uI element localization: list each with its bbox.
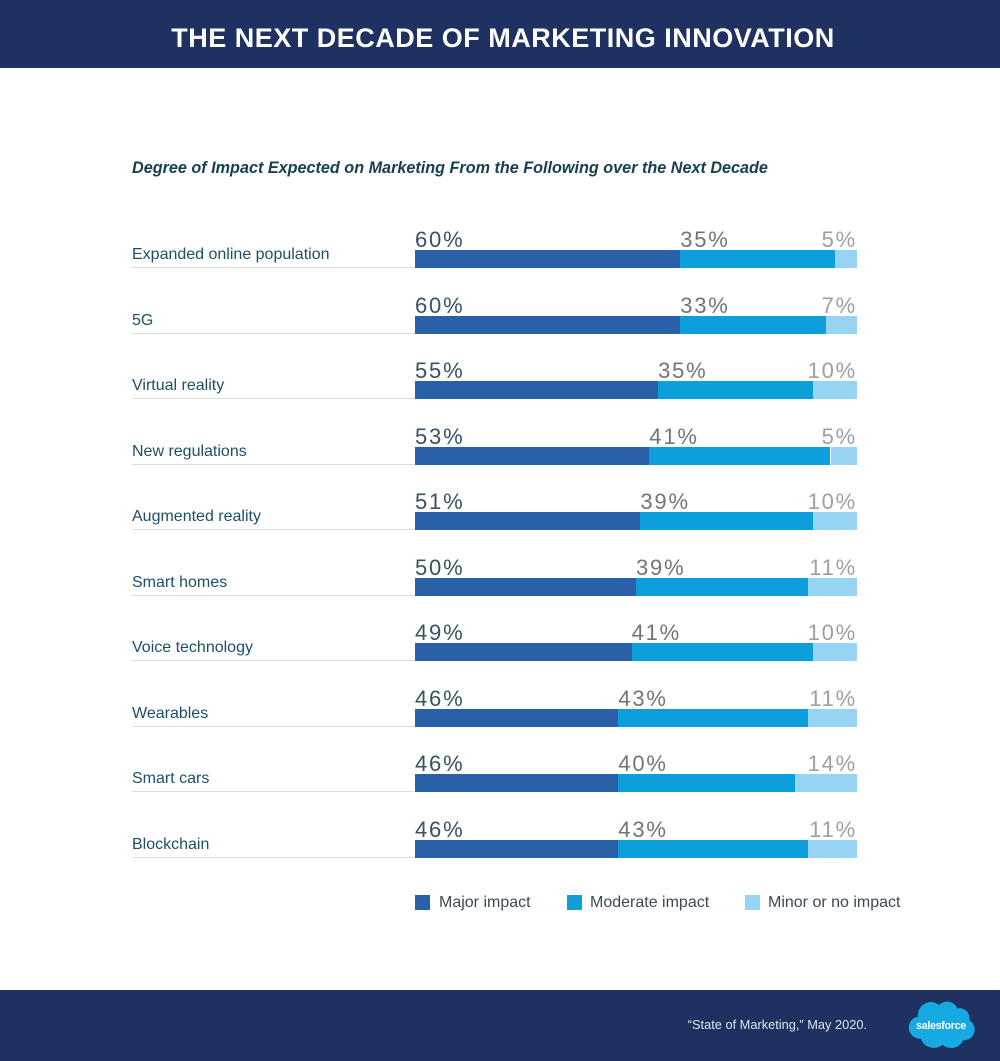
svg-text:salesforce: salesforce (916, 1020, 966, 1032)
